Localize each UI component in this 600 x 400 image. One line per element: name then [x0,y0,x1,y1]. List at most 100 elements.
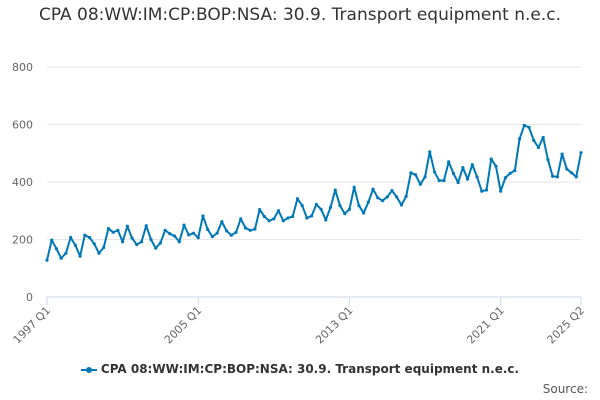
data-point [121,240,125,244]
x-tick-label: 2025 Q2 [545,304,588,347]
data-point [532,138,536,142]
data-point [470,163,474,167]
data-point [456,180,460,185]
data-point [536,145,541,150]
y-tick-label: 200 [12,234,33,247]
data-point [210,235,214,239]
data-point [428,150,432,154]
data-point [484,188,489,192]
data-point [258,208,262,212]
data-point [565,167,569,171]
data-point [50,238,54,242]
data-point [541,135,545,140]
data-point [343,212,347,216]
data-point [499,189,503,193]
data-point [267,219,271,223]
data-point [168,232,172,236]
data-point [324,218,328,222]
y-tick-label: 600 [12,119,33,132]
data-point [423,175,427,179]
legend[interactable]: CPA 08:WW:IM:CP:BOP:NSA: 30.9. Transport… [0,362,600,376]
data-point [224,229,229,233]
data-point [352,185,356,189]
data-point [149,237,153,242]
data-point [144,224,148,228]
data-point [253,227,257,231]
data-point [239,217,243,221]
y-tick-label: 0 [26,291,33,304]
data-point [385,195,389,199]
data-point [451,171,456,175]
data-point [503,176,507,180]
data-point [102,245,106,250]
x-tick-label: 2021 Q1 [464,304,507,347]
data-point [158,241,163,245]
data-point [574,175,578,179]
data-point [201,214,205,218]
data-point [111,230,115,234]
data-point [291,214,295,219]
data-point [87,235,92,240]
data-point [135,243,139,247]
y-tick-label: 400 [12,176,33,189]
data-point [172,234,177,238]
data-point [116,228,120,232]
data-point [262,214,266,219]
data-point [432,170,437,174]
data-point [196,236,200,240]
data-point [276,209,281,213]
data-point [475,175,479,179]
data-point [399,203,404,207]
data-point [357,203,361,208]
legend-marker [80,365,97,375]
data-point [106,226,111,231]
gridlines [47,66,581,240]
data-point [64,251,68,255]
data-point [272,217,276,221]
data-point [333,188,337,192]
data-point [508,171,512,175]
data-point [527,125,531,129]
data-point [380,199,385,203]
data-point [347,207,352,211]
data-point [206,227,210,232]
data-point [248,228,252,232]
legend-label: CPA 08:WW:IM:CP:BOP:NSA: 30.9. Transport… [100,362,520,376]
data-point [404,194,408,198]
data-point [59,256,63,260]
data-point [555,175,559,179]
data-point [305,216,309,220]
data-point [560,152,564,156]
data-point [130,236,134,240]
series-layer [45,123,583,262]
data-point [418,182,422,186]
y-tick-label: 800 [12,61,33,74]
data-point [522,123,526,127]
credits[interactable]: Source: [542,382,588,396]
x-tick-label: 1997 Q1 [11,304,54,347]
data-point [215,231,219,235]
data-point [461,166,465,170]
data-point [414,173,418,177]
data-point [163,228,167,232]
data-point [154,246,158,250]
x-tick-label: 2013 Q1 [313,304,356,347]
data-point [513,168,517,173]
data-point [234,230,238,234]
data-point [465,177,470,181]
data-point [281,219,285,223]
data-point [310,214,314,218]
data-point [286,216,290,220]
data-point [480,189,484,193]
data-point [409,171,413,175]
data-point [328,205,333,209]
data-point [390,189,394,193]
data-point [517,137,522,141]
data-point [551,174,555,178]
data-point [187,233,191,237]
data-point [83,233,87,237]
x-tick-label: 2005 Q1 [162,304,205,347]
data-point [125,224,129,228]
data-point [314,202,318,207]
